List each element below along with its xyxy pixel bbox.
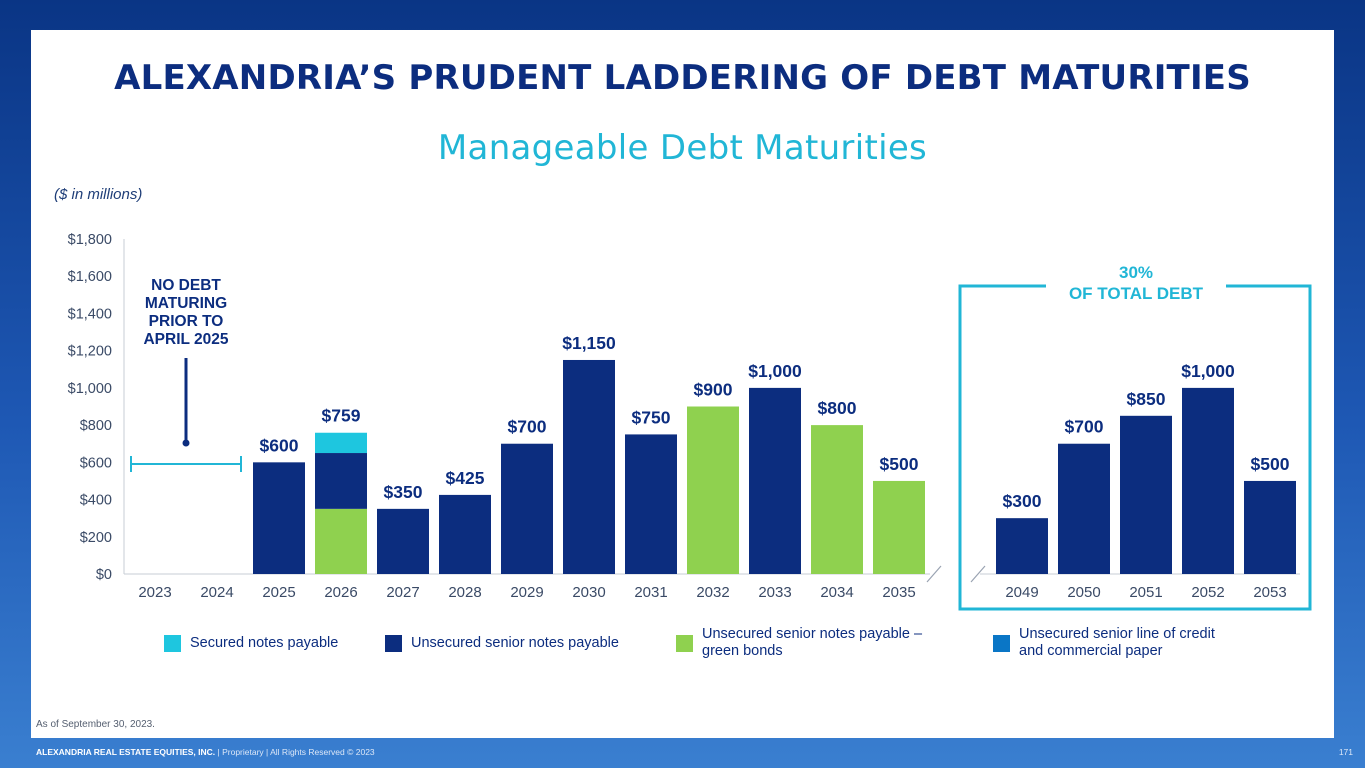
data-label: $1,000 [1181,361,1235,381]
x-tick-label: 2027 [386,584,419,601]
data-label: $700 [1065,417,1104,437]
legend-label: Secured notes payable [190,635,339,651]
x-tick-label: 2050 [1067,584,1100,601]
data-label: $600 [260,435,299,455]
y-tick-label: $1,400 [68,306,112,322]
bar-segment [253,462,305,574]
x-tick-label: 2024 [200,584,233,601]
bar-segment [563,359,615,574]
footer: ALEXANDRIA REAL ESTATE EQUITIES, INC. | … [36,747,375,757]
footer-company: ALEXANDRIA REAL ESTATE EQUITIES, INC. [36,747,216,757]
x-tick-label: 2053 [1253,584,1286,601]
axis-break-mark-right [970,565,986,583]
x-tick-label: 2025 [262,584,295,601]
callout-line-2: MATURING [144,295,228,312]
data-label: $1,150 [562,333,616,353]
legend-swatch [164,635,181,652]
bar-segment [1244,480,1296,574]
x-tick-label: 2023 [138,584,171,601]
y-tick-label: $1,800 [68,232,112,248]
y-tick-label: $0 [96,567,112,583]
x-tick-label: 2026 [324,584,357,601]
data-label: $500 [1251,454,1290,474]
y-tick-label: $400 [80,493,112,509]
bar-segment [687,406,739,574]
box-label-percent: 30% [1118,263,1154,282]
legend-item-green-bonds: Unsecured senior notes payable – green b… [676,626,922,660]
data-label: $850 [1127,389,1166,409]
data-label: $500 [880,454,919,474]
bar-segment [501,443,553,574]
legend-swatch [385,635,402,652]
data-label: $1,000 [748,361,802,381]
x-tick-label: 2030 [572,584,605,601]
y-tick-label: $800 [80,418,112,434]
y-tick-label: $200 [80,530,112,546]
bar-segment [625,434,677,574]
x-tick-label: 2035 [882,584,915,601]
x-tick-label: 2031 [634,584,667,601]
units-note: ($ in millions) [54,186,143,203]
callout-line-4: APRIL 2025 [143,331,229,348]
axis-break-mark-left [926,565,942,583]
bar-segment [439,494,491,574]
y-tick-label: $1,200 [68,344,112,360]
legend-label: Unsecured senior notes payable – green b… [702,626,923,659]
x-tick-label: 2049 [1005,584,1038,601]
data-label: $759 [322,406,361,426]
footnote: As of September 30, 2023. [36,719,155,730]
bar-segment [996,518,1048,574]
x-tick-label: 2028 [448,584,481,601]
bar-segment [315,432,367,454]
chart-subtitle: Manageable Debt Maturities [437,128,928,168]
bar-segment [1182,387,1234,574]
no-debt-callout: NO DEBT MATURING PRIOR TO APRIL 2025 [126,277,246,349]
legend-item-line-of-credit: Unsecured senior line of credit and comm… [993,626,1215,660]
footer-rights: | Proprietary | All Rights Reserved © 20… [215,747,375,757]
y-tick-label: $1,000 [68,381,112,397]
legend-swatch [676,634,693,652]
total-debt-box [958,284,1312,611]
slide-title: ALEXANDRIA’S PRUDENT LADDERING OF DEBT M… [114,58,1251,98]
x-tick-label: 2051 [1129,584,1162,601]
bar-segment [1058,443,1110,574]
legend-label: Unsecured senior notes payable [411,635,619,651]
x-tick-label: 2052 [1191,584,1224,601]
data-label: $425 [446,468,485,488]
bar-segment [315,508,367,574]
data-label: $750 [632,407,671,427]
data-label: $900 [694,380,733,400]
data-label: $700 [508,417,547,437]
x-tick-label: 2033 [758,584,791,601]
legend-label: Unsecured senior line of credit and comm… [1019,626,1215,659]
bar-segment [811,425,863,574]
bar-segment [1120,415,1172,574]
slide-card [31,30,1334,738]
box-label-text: OF TOTAL DEBT [1068,284,1204,303]
x-tick-label: 2032 [696,584,729,601]
callout-line-1: NO DEBT [151,277,221,294]
data-label: $800 [818,398,857,418]
data-label: $300 [1003,491,1042,511]
x-tick-label: 2029 [510,584,543,601]
legend-swatch [993,634,1010,652]
bar-segment [377,508,429,574]
bar-segment [315,453,367,509]
callout-pointer-dot [182,439,190,447]
legend-item-unsecured: Unsecured senior notes payable [385,635,619,652]
callout-line-3: PRIOR TO [148,313,224,330]
data-label: $350 [384,482,423,502]
bar-segment [749,387,801,574]
bar-segment [873,480,925,574]
y-tick-label: $600 [80,455,112,471]
y-tick-label: $1,600 [68,269,112,285]
legend-item-secured: Secured notes payable [164,635,338,652]
total-debt-box-label: 30% OF TOTAL DEBT [1046,262,1226,304]
page-number: 171 [1338,747,1353,757]
x-tick-label: 2034 [820,584,853,601]
